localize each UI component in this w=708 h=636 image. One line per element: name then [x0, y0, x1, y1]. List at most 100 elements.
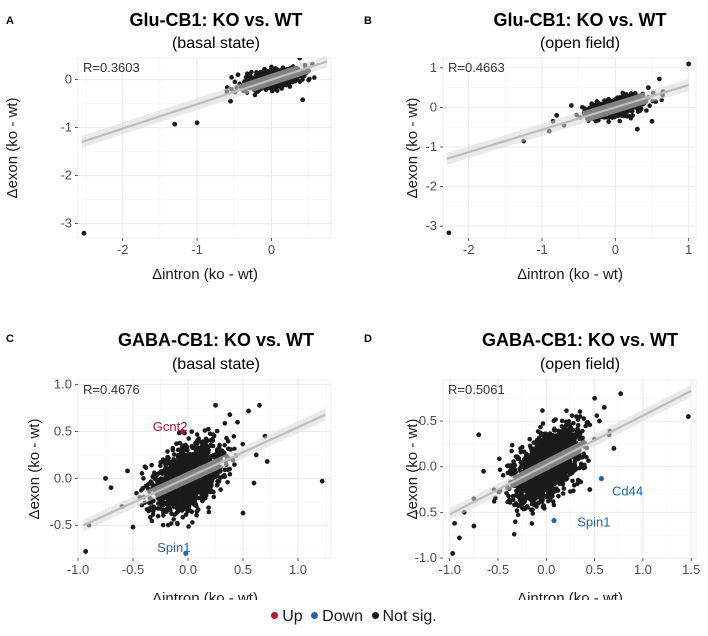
data-point — [200, 439, 206, 444]
data-point — [208, 489, 214, 495]
x-tick-label: -1.0 — [67, 562, 89, 577]
data-point — [203, 495, 208, 501]
data-point — [644, 108, 649, 113]
x-tick-label: -1 — [536, 242, 548, 257]
data-point — [134, 490, 139, 496]
data-point — [189, 443, 195, 449]
correlation-label: R=0.4663 — [448, 60, 505, 75]
data-point — [247, 72, 253, 77]
y-tick-label: -0.5 — [50, 517, 72, 532]
data-point — [214, 483, 220, 488]
y-tick-label: 1.0 — [54, 377, 72, 392]
data-point — [586, 458, 591, 464]
data-point — [268, 69, 274, 74]
data-point — [160, 522, 166, 528]
data-point — [161, 468, 166, 474]
data-point-outlier — [108, 485, 114, 491]
data-point — [176, 447, 182, 453]
data-point — [511, 531, 517, 537]
data-point — [183, 442, 188, 448]
fit-line — [446, 83, 689, 160]
data-point — [176, 464, 182, 470]
data-point — [189, 487, 195, 493]
y-tick-label: -0.5 — [415, 504, 437, 519]
data-point — [168, 521, 174, 526]
data-point — [231, 434, 237, 439]
data-point — [551, 418, 557, 424]
data-point — [148, 505, 153, 510]
x-tick-label: -1 — [191, 242, 203, 257]
data-point — [192, 493, 197, 498]
data-point — [206, 505, 211, 510]
data-point — [206, 509, 212, 515]
data-point — [174, 500, 180, 506]
y-tick-label: 0.5 — [419, 413, 437, 428]
data-point — [222, 421, 228, 426]
data-point — [178, 455, 183, 461]
data-point — [164, 506, 169, 512]
data-point — [176, 468, 182, 474]
data-point — [188, 498, 193, 504]
data-point — [560, 491, 566, 496]
data-point — [227, 471, 233, 477]
plot-panel — [77, 57, 332, 239]
chart-title: Glu-CB1: KO vs. WT — [493, 10, 666, 30]
y-tick-label: 0 — [430, 99, 437, 114]
data-point — [312, 75, 317, 80]
x-tick-label: -1.0 — [439, 562, 461, 577]
x-tick-label: -0.5 — [487, 562, 509, 577]
data-point — [169, 463, 175, 468]
data-point — [204, 484, 209, 490]
panel-letter: B — [364, 15, 372, 27]
data-point-outlier — [227, 412, 233, 418]
data-point-outlier — [319, 478, 325, 484]
x-tick-label: 1 — [685, 242, 692, 257]
x-tick-label: 1.0 — [289, 562, 307, 577]
data-point — [269, 64, 274, 70]
data-point — [254, 69, 259, 75]
data-point — [186, 524, 191, 529]
data-point — [214, 428, 220, 434]
data-point — [212, 471, 217, 477]
y-tick-label: 0.0 — [419, 459, 437, 474]
data-point — [171, 517, 176, 522]
data-point — [232, 462, 237, 467]
data-point — [147, 515, 153, 520]
data-point-outlier — [251, 480, 257, 486]
data-point-outlier — [213, 402, 218, 408]
panel-a: A Glu-CB1: KO vs. WT(basal state)-2 -1 0-3-… — [4, 10, 332, 283]
data-point — [183, 505, 189, 510]
panel-d: D GABA-CB1: KO vs. WT(open field)-1.0 -0.5… — [364, 330, 700, 600]
figure-canvas: A Glu-CB1: KO vs. WT(basal state)-2 -1 0-3-… — [4, 10, 700, 600]
data-point — [210, 453, 216, 459]
data-point — [185, 493, 191, 498]
data-point — [141, 476, 146, 481]
data-point — [207, 431, 213, 437]
data-point — [194, 513, 199, 518]
data-point — [186, 436, 192, 441]
data-point — [194, 440, 200, 445]
data-point — [174, 441, 179, 446]
data-point — [647, 103, 652, 108]
data-point — [297, 79, 303, 85]
y-tick-label: -3 — [60, 216, 72, 231]
data-point-outlier — [194, 120, 200, 126]
x-tick-label: 0.0 — [179, 562, 197, 577]
chart-subtitle: (open field) — [540, 35, 620, 52]
data-point — [152, 476, 158, 481]
data-point — [198, 445, 204, 451]
chart-title: GABA-CB1: KO vs. WT — [118, 330, 314, 350]
data-point — [228, 447, 233, 452]
data-point-outlier — [264, 459, 270, 464]
data-point-outlier — [634, 126, 640, 132]
y-tick-label: 1 — [430, 60, 437, 75]
data-point — [217, 442, 222, 448]
chart-subtitle: (basal state) — [172, 356, 260, 373]
data-point — [635, 109, 641, 114]
data-point-outlier — [649, 118, 655, 124]
y-axis-label: Δexon (ko - wt) — [404, 419, 421, 520]
data-point — [252, 92, 258, 98]
y-tick-label: 0.0 — [54, 470, 72, 485]
data-point — [606, 97, 612, 102]
data-point — [144, 507, 150, 512]
